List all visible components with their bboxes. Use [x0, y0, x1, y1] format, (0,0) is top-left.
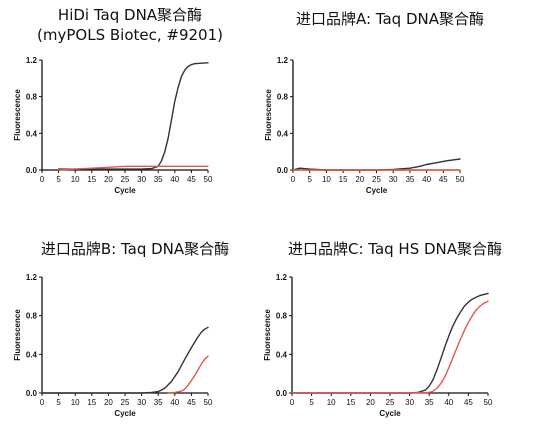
chart-1-x-tick-label: 35: [154, 175, 163, 184]
chart-1-series-2-line: [57, 165, 209, 171]
chart-3-x-tick-label: 30: [137, 398, 146, 407]
chart-4-series-2-line: [291, 300, 489, 394]
chart-4-y-tick-label: 0.4: [276, 350, 288, 359]
chart-2-y-tick-label: 0.8: [277, 93, 289, 102]
chart-2-x-axis-label: Cycle: [366, 186, 388, 195]
chart-4-y-tick-label: 0.0: [276, 389, 288, 398]
chart-1-x-tick-label: 10: [71, 175, 80, 184]
chart-1-x-tick-label: 50: [204, 175, 213, 184]
chart-3-series-2-line: [167, 355, 209, 394]
chart-3-y-tick-label: 1.2: [26, 273, 38, 282]
chart-4-x-tick-label: 45: [464, 398, 473, 407]
chart-2-x-tick-label: 25: [372, 175, 381, 184]
chart-3-x-tick-label: 20: [104, 398, 113, 407]
chart-3-x-tick-label: 0: [40, 398, 45, 407]
chart-3-y-axis-label: Fluorescence: [13, 309, 22, 361]
chart-3-x-tick-label: 40: [170, 398, 179, 407]
chart-2-x-tick-label: 5: [307, 175, 312, 184]
chart-4-x-tick-label: 10: [327, 398, 336, 407]
chart-2-y-tick-label: 1.2: [277, 56, 289, 65]
chart-3-x-tick-label: 10: [71, 398, 80, 407]
chart-3-x-tick-label: 35: [154, 398, 163, 407]
chart-2-y-tick-label: 0.4: [277, 129, 289, 138]
chart-4-x-tick-label: 25: [386, 398, 395, 407]
chart-4-x-tick-label: 40: [444, 398, 453, 407]
chart-1-x-axis-label: Cycle: [114, 186, 136, 195]
chart-4-y-tick-label: 1.2: [276, 273, 288, 282]
chart-2-title: 进口品牌A: Taq DNA聚合酶: [295, 10, 484, 28]
chart-2-x-tick-label: 15: [339, 175, 348, 184]
chart-1-x-tick-label: 15: [87, 175, 96, 184]
chart-2-y-tick-label: 0.0: [277, 166, 289, 175]
chart-3-x-axis-label: Cycle: [114, 409, 136, 418]
chart-1-x-tick-label: 45: [187, 175, 196, 184]
chart-4-x-tick-label: 30: [405, 398, 414, 407]
chart-3-y-tick-label: 0.4: [26, 350, 38, 359]
chart-1-y-tick-label: 1.2: [26, 56, 38, 65]
chart-1-y-axis-label: Fluorescence: [13, 89, 22, 141]
chart-4-x-axis-label: Cycle: [379, 409, 401, 418]
chart-2-x-tick-label: 20: [355, 175, 364, 184]
chart-3-y-tick-label: 0.0: [26, 389, 38, 398]
chart-1-series-1-line: [57, 62, 209, 170]
chart-2-x-tick-label: 30: [389, 175, 398, 184]
chart-4-title: 进口品牌C: Taq HS DNA聚合酶: [287, 240, 503, 258]
chart-4-x-tick-label: 35: [425, 398, 434, 407]
chart-1-y-tick-label: 0.4: [26, 129, 38, 138]
chart-1-x-tick-label: 25: [121, 175, 130, 184]
chart-1-x-tick-label: 5: [56, 175, 61, 184]
chart-3-y-tick-label: 0.8: [26, 312, 38, 321]
chart-2-x-tick-label: 0: [291, 175, 296, 184]
chart-1-title: HiDi Taq DNA聚合酶: [57, 6, 203, 24]
chart-1-x-tick-label: 0: [40, 175, 45, 184]
chart-3-title: 进口品牌B: Taq DNA聚合酶: [40, 240, 230, 258]
chart-3-x-tick-label: 25: [121, 398, 130, 407]
chart-2-series-1-line: [292, 158, 461, 171]
chart-4-y-axis-label: Fluorescence: [263, 309, 272, 361]
chart-3-series-1-line: [41, 326, 209, 394]
chart-2-x-tick-label: 35: [405, 175, 414, 184]
chart-3-x-tick-label: 15: [87, 398, 96, 407]
chart-1-y-tick-label: 0.0: [26, 166, 38, 175]
chart-2-x-tick-label: 45: [439, 175, 448, 184]
chart-3-x-tick-label: 5: [56, 398, 61, 407]
chart-4-x-tick-label: 15: [346, 398, 355, 407]
chart-1-x-tick-label: 40: [170, 175, 179, 184]
chart-1-x-tick-label: 30: [137, 175, 146, 184]
chart-4-x-tick-label: 0: [290, 398, 295, 407]
chart-2-x-tick-label: 50: [456, 175, 465, 184]
chart-4-x-tick-label: 50: [484, 398, 493, 407]
chart-2-x-tick-label: 10: [322, 175, 331, 184]
chart-3-x-tick-label: 45: [187, 398, 196, 407]
chart-2-y-axis-label: Fluorescence: [264, 89, 273, 141]
chart-4-y-tick-label: 0.8: [276, 312, 288, 321]
chart-4-x-tick-label: 20: [366, 398, 375, 407]
chart-1-subtitle: (myPOLS Biotec, #9201): [37, 26, 223, 44]
chart-1-x-tick-label: 20: [104, 175, 113, 184]
chart-3-x-tick-label: 50: [204, 398, 213, 407]
chart-1-y-tick-label: 0.8: [26, 93, 38, 102]
chart-4-x-tick-label: 5: [309, 398, 314, 407]
chart-2-x-tick-label: 40: [422, 175, 431, 184]
